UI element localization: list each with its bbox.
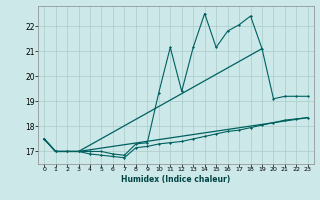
X-axis label: Humidex (Indice chaleur): Humidex (Indice chaleur) bbox=[121, 175, 231, 184]
